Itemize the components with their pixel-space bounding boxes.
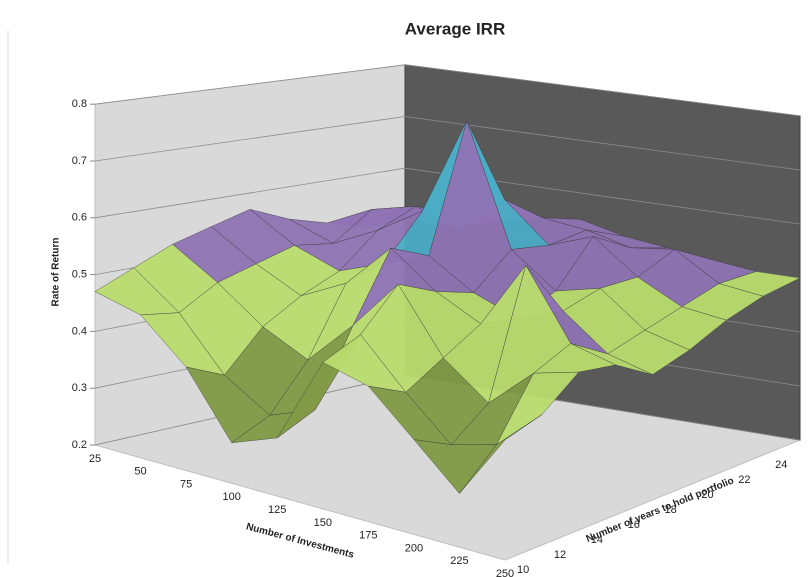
x-tick-label: 25 (89, 453, 101, 465)
y-tick-label: 14 (591, 534, 603, 546)
x-tick-label: 250 (496, 568, 514, 577)
x-tick-label: 100 (222, 491, 240, 503)
surface-patch (459, 414, 543, 494)
z-tick-label: 0.2 (72, 439, 87, 451)
y-tick-label: 10 (517, 564, 529, 576)
y-tick-label: 18 (665, 504, 677, 516)
x-tick-label: 150 (314, 517, 332, 529)
y-tick-label: 24 (775, 459, 787, 471)
chart-title: Average IRR (405, 19, 505, 38)
y-tick-label: 22 (738, 474, 750, 486)
grid-line (94, 64, 801, 117)
y-tick-label: 12 (554, 549, 566, 561)
grid-line (94, 167, 801, 225)
x-tick-label: 175 (359, 530, 377, 542)
x-tick-label: 125 (268, 504, 286, 516)
z-tick-label: 0.6 (72, 212, 87, 224)
z-tick-label: 0.3 (72, 382, 87, 394)
x-tick-label: 75 (180, 478, 192, 490)
y-tick-label: 16 (628, 519, 640, 531)
z-tick-label: 0.7 (72, 155, 87, 167)
x-axis-label: Number of Investments (245, 521, 356, 561)
grid-line (94, 116, 801, 171)
z-tick-label: 0.8 (72, 98, 87, 110)
x-tick-label: 50 (134, 466, 146, 478)
z-tick-label: 0.4 (72, 325, 87, 337)
y-tick-label: 20 (701, 489, 713, 501)
z-axis-label: Rate of Return (51, 238, 62, 307)
z-tick-label: 0.5 (72, 269, 87, 281)
x-tick-label: 225 (450, 555, 468, 567)
x-tick-label: 200 (405, 542, 423, 554)
